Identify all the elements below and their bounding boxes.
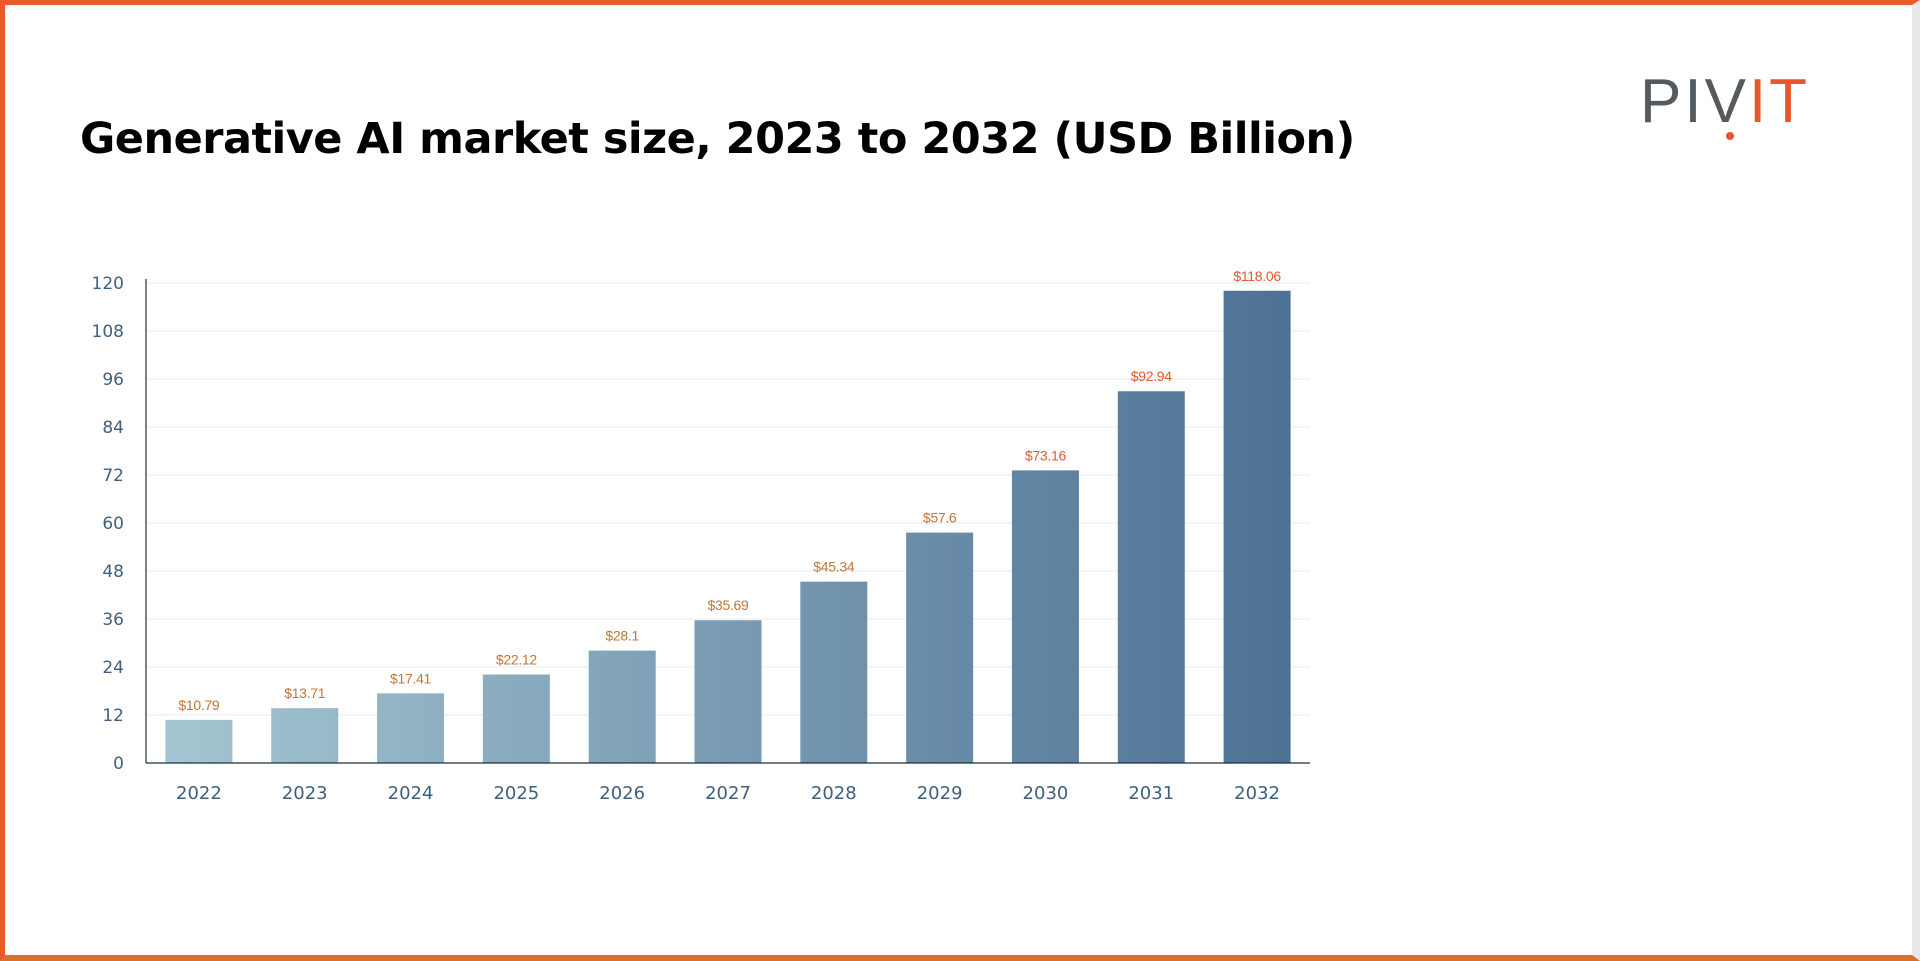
data-label: $35.69: [707, 597, 749, 613]
y-tick-label: 24: [102, 658, 124, 678]
bar-2024: [377, 693, 445, 763]
y-tick-label: 60: [102, 514, 124, 534]
data-label: $13.71: [284, 685, 326, 701]
bar-2030: [1011, 470, 1079, 763]
bars: [165, 290, 1291, 763]
data-label: $118.06: [1233, 268, 1281, 284]
y-tick-label: 12: [102, 706, 124, 726]
data-label: $45.34: [813, 559, 855, 575]
bar-2023: [271, 708, 339, 763]
data-label: $17.41: [390, 670, 432, 686]
data-label: $10.79: [178, 697, 220, 713]
data-label: $28.1: [605, 628, 639, 644]
x-tick-label: 2026: [599, 783, 645, 804]
bar-2032: [1223, 290, 1291, 763]
x-tick-label: 2025: [493, 783, 539, 804]
x-tick-label: 2029: [917, 783, 963, 804]
bar-2031: [1117, 391, 1185, 763]
x-tick-label: 2023: [282, 783, 328, 804]
data-label: $73.16: [1025, 447, 1067, 463]
logo-text-right: IT: [1749, 67, 1810, 136]
x-tick-label: 2032: [1234, 783, 1280, 804]
y-tick-label: 96: [102, 370, 124, 390]
chart-title: Generative AI market size, 2023 to 2032 …: [80, 114, 1355, 164]
y-tick-label: 36: [102, 610, 124, 630]
logo-text: PIVIT: [1640, 67, 1810, 136]
bar-2027: [694, 620, 762, 763]
x-tick-label: 2030: [1023, 783, 1069, 804]
data-label: $92.94: [1131, 368, 1173, 384]
data-label: $57.6: [923, 510, 957, 526]
axes: [145, 279, 1310, 764]
data-labels: $10.79 $13.71 $17.41 $22.12 $28.1 $35.69 $45.3…: [178, 268, 1281, 713]
x-tick-label: 2022: [176, 783, 222, 804]
x-tick-label: 2027: [705, 783, 751, 804]
logo-dot: [1726, 132, 1734, 140]
bar-2028: [800, 581, 868, 763]
bar-2026: [588, 650, 656, 763]
x-tick-label: 2031: [1128, 783, 1174, 804]
bar-2029: [906, 532, 974, 763]
y-tick-label: 72: [102, 466, 124, 486]
y-tick-label: 0: [113, 754, 124, 774]
x-tick-label: 2024: [388, 783, 434, 804]
logo-text-left: PIV: [1640, 67, 1749, 136]
y-tick-label: 48: [102, 562, 124, 582]
y-tick-label: 84: [102, 418, 124, 438]
y-tick-labels: 0 12 24 36 48 60 72 84 96 108 120: [92, 274, 124, 774]
bar-2025: [482, 674, 550, 763]
x-tick-labels: 2022 2023 2024 2025 2026 2027 2028 2029 2030 2031…: [176, 783, 1280, 804]
bar-2022: [165, 719, 233, 763]
y-tick-label: 108: [92, 322, 124, 342]
data-label: $22.12: [496, 652, 538, 668]
pivit-logo: PIVIT: [1640, 67, 1810, 140]
gridlines: [146, 282, 1310, 716]
x-tick-label: 2028: [811, 783, 857, 804]
y-tick-label: 120: [92, 274, 124, 294]
